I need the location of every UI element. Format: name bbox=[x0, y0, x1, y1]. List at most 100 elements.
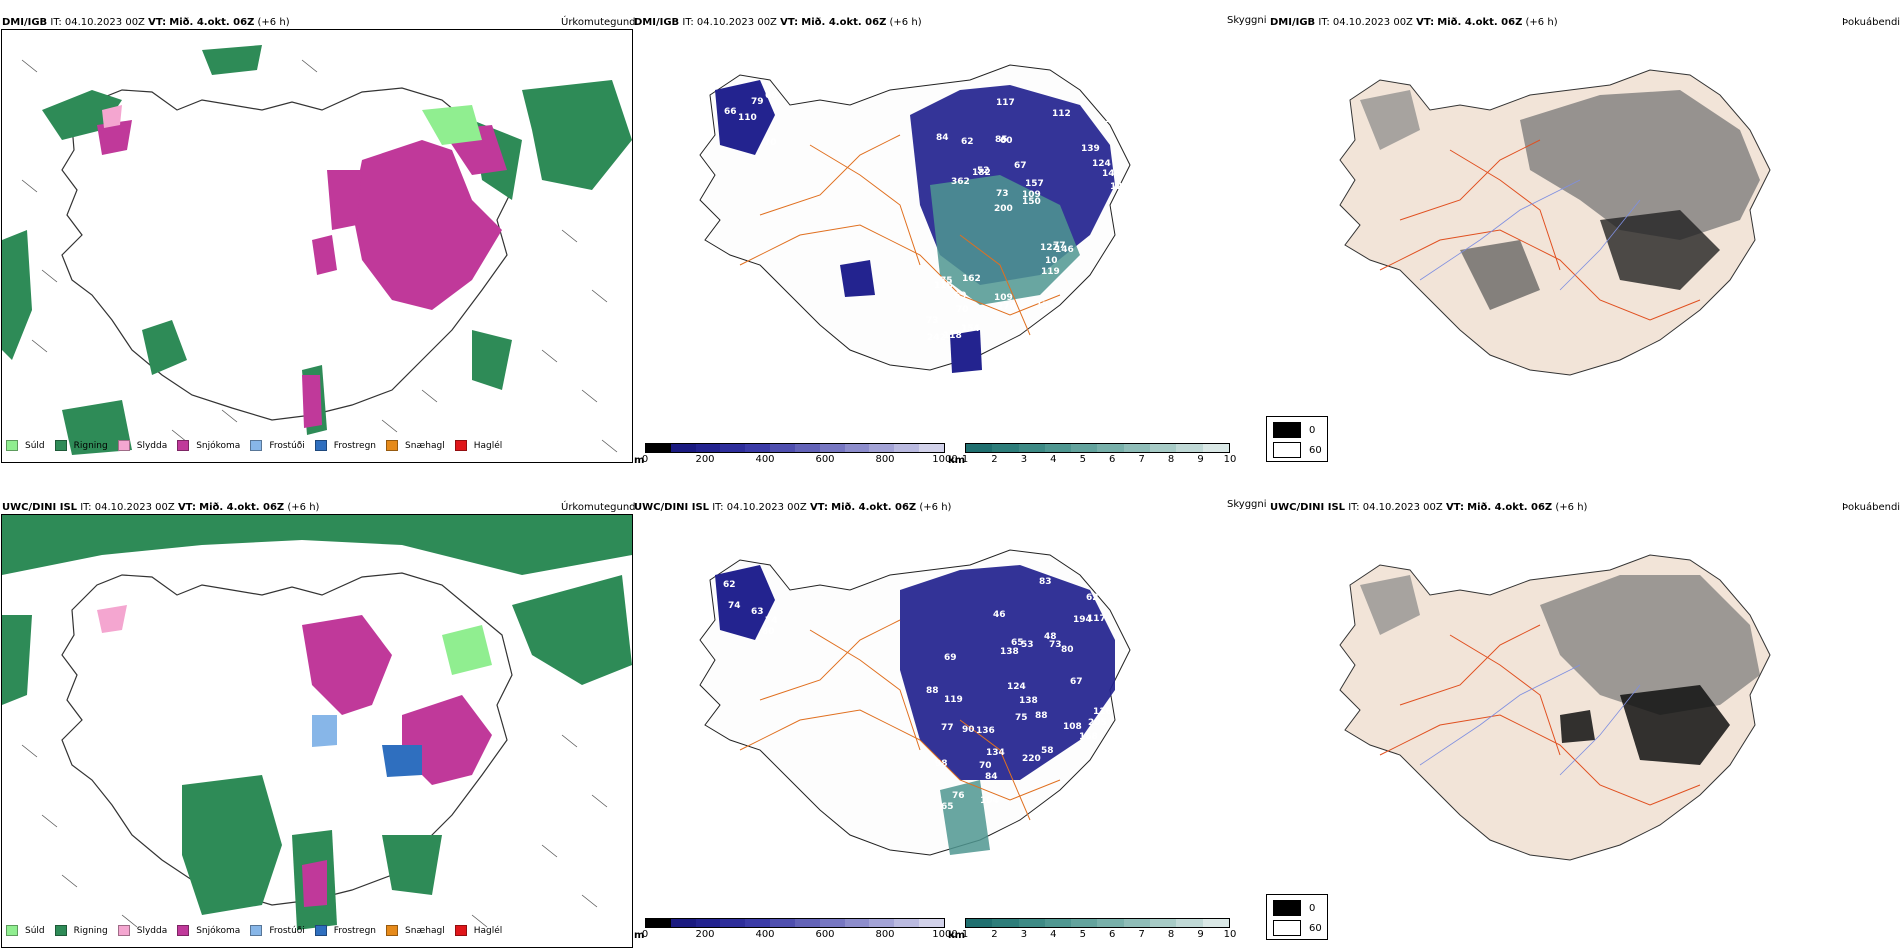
row2-precip-map-frame bbox=[1, 514, 633, 948]
visibility-value-label: 138 bbox=[1016, 341, 1035, 351]
colorbar-tick-label: 400 bbox=[755, 929, 775, 940]
visibility-value-label: 67 bbox=[1014, 161, 1027, 171]
rain-area bbox=[2, 615, 32, 705]
colorbar-cell bbox=[670, 919, 696, 927]
visibility-value-label: 74 bbox=[728, 601, 741, 611]
rain-area bbox=[202, 45, 262, 75]
row2-height-colorbar: 0 200 400 600 800 1000 bbox=[642, 918, 958, 940]
colorbar-cell bbox=[1202, 444, 1229, 452]
visibility-value-label: 74 bbox=[765, 616, 778, 626]
colorbar-tick-label: 200 bbox=[695, 454, 715, 465]
visibility-value-label: 76 bbox=[952, 791, 965, 801]
fog-key-swatch bbox=[1273, 900, 1301, 916]
fog-area bbox=[1360, 90, 1420, 150]
visibility-value-label: 90 bbox=[962, 725, 975, 735]
legend-swatch bbox=[6, 440, 18, 451]
colorbar-cell bbox=[770, 444, 795, 452]
visibility-value-label: 77 bbox=[1053, 241, 1066, 251]
river-network bbox=[1419, 664, 1641, 776]
sleet-area bbox=[97, 605, 127, 633]
colorbar-ticks: 1 2 3 4 5 6 7 8 9 10 bbox=[961, 928, 1237, 940]
legend-item: Snjókoma bbox=[177, 925, 240, 936]
rain-area bbox=[62, 400, 132, 455]
legend-item: Frostúði bbox=[250, 440, 305, 451]
colorbar-cells bbox=[965, 443, 1230, 453]
model-name: DMI/IGB bbox=[2, 17, 48, 28]
visibility-value-label: 46 bbox=[993, 610, 1006, 620]
visibility-value-label: 62 bbox=[1086, 593, 1099, 603]
visibility-value-label: 75 bbox=[1015, 713, 1028, 723]
colorbar-cell bbox=[819, 919, 845, 927]
visibility-value-label: 88 bbox=[926, 686, 939, 696]
colorbar-tick-label: 6 bbox=[1109, 454, 1116, 465]
visibility-value-label: 194 bbox=[1073, 615, 1092, 625]
colorbar-tick-label: 800 bbox=[875, 929, 895, 940]
legend-item: Haglél bbox=[454, 925, 502, 936]
colorbar-cells bbox=[645, 443, 945, 453]
colorbar-tick-label: 9 bbox=[1197, 454, 1204, 465]
snow-area bbox=[312, 235, 337, 275]
colorbar-cells bbox=[645, 918, 945, 928]
drizzle-area bbox=[442, 625, 492, 675]
legend-swatch bbox=[314, 440, 327, 451]
colorbar-cell bbox=[646, 444, 671, 452]
colorbar-tick-label: 0 bbox=[641, 454, 649, 465]
visibility-value-label: 116 bbox=[1093, 707, 1112, 717]
row2-distance-unit: km bbox=[948, 930, 966, 941]
colorbar-cell bbox=[1123, 444, 1151, 452]
snow-area bbox=[327, 170, 362, 230]
visibility-value-label: 150 bbox=[1022, 197, 1041, 207]
colorbar-cell bbox=[720, 444, 746, 452]
row2-precip-legend: Súld Rigning Slydda Snjókoma Frostúði Fr… bbox=[6, 925, 512, 936]
visibility-value-label: 63 bbox=[751, 607, 764, 617]
reduced-visibility-area bbox=[940, 780, 990, 855]
colorbar-cell bbox=[1176, 444, 1203, 452]
model-name: UWC/DINI ISL bbox=[2, 502, 78, 513]
colorbar-tick-label: 1000 bbox=[932, 454, 958, 465]
model-name: UWC/DINI ISL bbox=[1270, 502, 1346, 513]
legend-swatch bbox=[454, 440, 467, 451]
visibility-value-label: 276 bbox=[997, 302, 1016, 312]
visibility-value-label: 200 bbox=[994, 204, 1013, 214]
visibility-value-label: 168 bbox=[1079, 732, 1098, 742]
colorbar-cell bbox=[894, 919, 920, 927]
visibility-value-label: 109 bbox=[994, 293, 1013, 303]
colorbar-tick-label: 4 bbox=[1050, 454, 1057, 465]
wind-barbs bbox=[21, 59, 618, 453]
visibility-value-label: 48 bbox=[1044, 632, 1057, 642]
fog-area bbox=[1540, 575, 1760, 715]
visibility-value-label: 62 bbox=[961, 137, 974, 147]
low-visibility-area bbox=[715, 80, 775, 155]
row2-precip-title: UWC/DINI ISL IT: 04.10.2023 00Z VT: Mið.… bbox=[2, 502, 320, 513]
colorbar-tick-label: 4 bbox=[1050, 929, 1057, 940]
snow-area bbox=[402, 695, 492, 785]
visibility-value-label: 109 bbox=[1022, 190, 1041, 200]
visibility-labels: 70 66 69 110 79 118 85 67 75 52 73 70 60 157 146 84 117 1… bbox=[724, 91, 1129, 351]
legend-swatch bbox=[177, 440, 190, 451]
visibility-value-label: 73 bbox=[926, 316, 939, 326]
colorbar-cell bbox=[794, 919, 820, 927]
visibility-value-label: 242 bbox=[927, 333, 946, 343]
row2-distance-colorbar: 1 2 3 4 5 6 7 8 9 10 bbox=[961, 918, 1237, 940]
rain-area bbox=[182, 775, 282, 915]
visibility-value-label: 65 bbox=[1011, 638, 1024, 648]
colorbar-cell bbox=[1097, 919, 1124, 927]
fog-key-row: 60 bbox=[1273, 442, 1322, 458]
colorbar-cell bbox=[992, 444, 1019, 452]
row1-visibility-variable: Skyggni bbox=[1227, 15, 1267, 26]
visibility-value-label: 104 bbox=[980, 796, 999, 806]
visibility-value-label: 244 bbox=[1074, 327, 1093, 337]
rain-area bbox=[522, 80, 632, 190]
colorbar-cell bbox=[745, 919, 771, 927]
colorbar-tick-label: 1 bbox=[961, 929, 969, 940]
row1-visibility-title: DMI/IGB IT: 04.10.2023 00Z VT: Mið. 4.ok… bbox=[634, 17, 922, 28]
colorbar-cell bbox=[894, 444, 920, 452]
row2-height-unit: m bbox=[634, 930, 645, 941]
colorbar-cell bbox=[1150, 444, 1177, 452]
road-network bbox=[1379, 139, 1701, 321]
visibility-value-label: 110 bbox=[738, 113, 757, 123]
reduced-visibility-area bbox=[930, 175, 1080, 305]
snow-area bbox=[302, 615, 392, 715]
